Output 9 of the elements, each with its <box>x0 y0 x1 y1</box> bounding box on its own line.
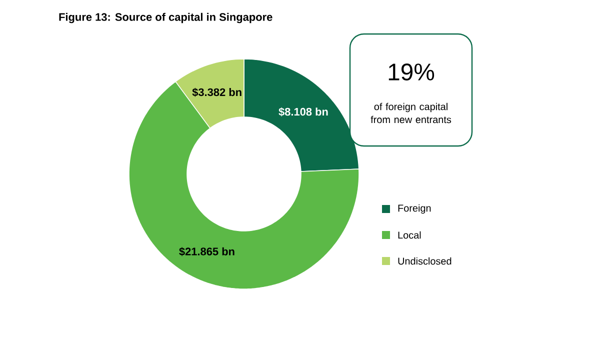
data-label: $21.865 bn <box>179 247 234 256</box>
legend-label: Foreign <box>398 204 431 214</box>
text: 19% <box>388 64 434 80</box>
data-label: $8.108 bn <box>278 107 328 116</box>
text: of foreign capital from new entrants <box>370 102 452 124</box>
legend-label: Undisclosed <box>398 257 452 265</box>
chart-title: Figure 13: Source of capital in Singapore <box>59 12 272 24</box>
data-label: $3.382 bn <box>192 88 242 97</box>
legend-label: Local <box>398 231 421 239</box>
